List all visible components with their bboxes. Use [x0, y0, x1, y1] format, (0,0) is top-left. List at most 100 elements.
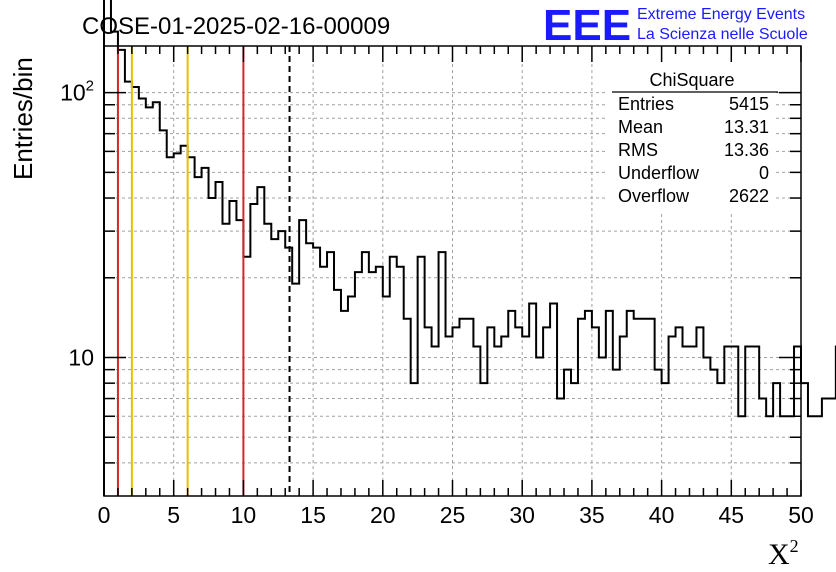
histogram-bin	[397, 267, 404, 496]
histogram-bin	[160, 130, 167, 496]
histogram-bin	[459, 319, 466, 496]
stats-row-value: 5415	[729, 94, 769, 114]
histogram-bin	[195, 177, 202, 496]
histogram-bin	[348, 296, 355, 496]
stats-row-label: Mean	[618, 117, 663, 137]
histogram-bin	[808, 416, 815, 496]
histogram-bin	[369, 272, 376, 496]
histogram-bin	[759, 399, 766, 496]
histogram-bin	[181, 146, 188, 496]
histogram-bin	[376, 267, 383, 496]
histogram-bin	[655, 370, 662, 496]
histogram-bin	[104, 0, 111, 496]
histogram-bin	[585, 311, 592, 496]
histogram-bin	[222, 224, 229, 496]
histogram-bin	[613, 370, 620, 496]
histogram-bin	[355, 272, 362, 496]
eee-logo-line2: La Scienza nelle Scuole	[637, 26, 808, 43]
eee-logo-line1: Extreme Energy Events	[637, 6, 805, 23]
y-tick-label-exponent: 2	[86, 78, 94, 95]
histogram-bin	[752, 347, 759, 496]
y-tick-label: 10	[68, 345, 94, 371]
histogram-bin	[139, 99, 146, 496]
histogram-bin	[202, 168, 209, 496]
histogram-bin	[745, 347, 752, 496]
histogram-bin	[383, 296, 390, 496]
histogram-bin	[536, 358, 543, 496]
x-tick-label: 40	[649, 502, 675, 528]
histogram-bin	[439, 252, 446, 496]
chart-title: COSE-01-2025-02-16-00009	[82, 13, 390, 40]
stats-row-label: Overflow	[618, 186, 690, 206]
histogram-bin	[522, 337, 529, 496]
histogram-bin	[766, 416, 773, 496]
histogram-bin	[306, 243, 313, 496]
histogram-bin	[815, 416, 822, 496]
eee-logo-text: EEE	[543, 1, 631, 50]
histogram-bin	[738, 416, 745, 496]
histogram-bin	[578, 319, 585, 496]
histogram-bin	[731, 347, 738, 496]
x-tick-label: 50	[788, 502, 814, 528]
histogram-bin	[229, 201, 236, 496]
stats-row-label: RMS	[618, 140, 658, 160]
x-tick-label: 45	[719, 502, 745, 528]
eee-logo: EEE Extreme Energy Events La Scienza nel…	[543, 1, 808, 50]
x-axis-label-main: X	[768, 538, 790, 571]
stats-row-value: 2622	[729, 186, 769, 206]
histogram-bin	[167, 157, 174, 496]
histogram-bin	[669, 337, 676, 496]
stats-row-value: 13.31	[724, 117, 769, 137]
histogram-bin	[508, 311, 515, 496]
histogram-bin	[404, 319, 411, 496]
histogram-bin	[710, 370, 717, 496]
x-tick-label: 20	[370, 502, 396, 528]
histogram-bin	[264, 224, 271, 496]
histogram-bin	[557, 399, 564, 496]
histogram-bin	[243, 257, 250, 496]
histogram-bin	[801, 383, 808, 496]
x-tick-label: 0	[98, 502, 111, 528]
histogram-bin	[487, 327, 494, 496]
histogram-bin	[432, 347, 439, 496]
histogram-bin	[634, 319, 641, 496]
histogram-bin	[822, 399, 829, 496]
histogram-bin	[118, 50, 125, 496]
histogram-bin	[125, 82, 132, 496]
histogram-bin	[515, 327, 522, 496]
stats-row-value: 0	[759, 163, 769, 183]
histogram-bin	[334, 290, 341, 496]
histogram-bin	[501, 337, 508, 496]
histogram-bin	[620, 337, 627, 496]
histogram-bin	[153, 102, 160, 496]
histogram-bin	[717, 383, 724, 496]
y-tick-label: 102	[60, 78, 94, 106]
histogram-bin	[780, 416, 787, 496]
histogram-bin	[418, 257, 425, 496]
histogram-bin	[599, 358, 606, 496]
histogram	[103, 0, 836, 496]
histogram-bin	[236, 220, 243, 496]
histogram-bin	[550, 303, 557, 496]
x-tick-label: 15	[300, 502, 326, 528]
stats-row-label: Entries	[618, 94, 674, 114]
histogram-bin	[543, 327, 550, 496]
histogram-bin	[292, 284, 299, 496]
histogram-bin	[299, 220, 306, 496]
histogram-bin	[132, 87, 139, 496]
stats-box: ChiSquare Entries 5415 Mean 13.31 RMS 13.36 Un…	[608, 62, 778, 212]
stats-row-value: 13.36	[724, 140, 769, 160]
histogram-bin	[606, 311, 613, 496]
histogram-bin	[466, 319, 473, 496]
histogram-bin	[174, 153, 181, 496]
histogram-bin	[592, 327, 599, 496]
x-tick-label: 5	[167, 502, 180, 528]
histogram-bin	[641, 319, 648, 496]
x-tick-label: 30	[509, 502, 535, 528]
cut-lines	[116, 46, 291, 496]
histogram-bin	[480, 383, 487, 496]
histogram-bin	[320, 267, 327, 496]
histogram-bin	[146, 107, 153, 496]
x-tick-labels: 0 5 10 15 20 25 30 35 40 45 50	[98, 502, 814, 528]
histogram-bin	[689, 347, 696, 496]
